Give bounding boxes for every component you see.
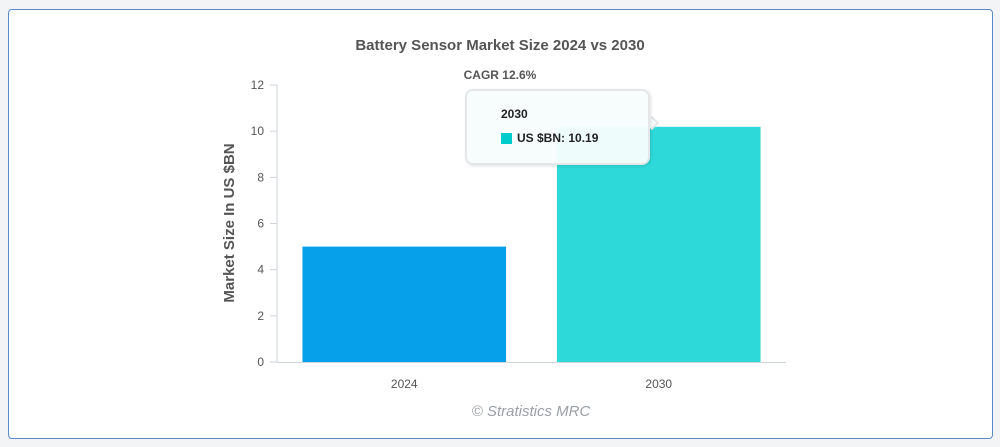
tooltip-swatch xyxy=(501,132,512,144)
bar-layer xyxy=(302,126,761,363)
x-tick-label: 2024 xyxy=(391,377,418,391)
y-tick-label: 6 xyxy=(257,217,264,231)
y-axis-title: Market Size In US $BN xyxy=(221,143,238,302)
tooltip-value: US $BN: 10.19 xyxy=(517,131,599,145)
y-tick-label: 12 xyxy=(251,78,265,92)
y-tick-label: 10 xyxy=(251,124,265,138)
y-tick-label: 4 xyxy=(257,263,264,277)
y-tick-label: 2 xyxy=(257,309,264,323)
chart-credit: © Stratistics MRC xyxy=(472,403,591,420)
chart-frame xyxy=(8,9,993,439)
axis-layer: 0 2 4 6 8 10 12 2024 2030 xyxy=(251,78,786,391)
tooltip-row: US $BN: 10.19 xyxy=(501,131,598,145)
y-tick-label: 8 xyxy=(257,170,264,184)
chart-subtitle: CAGR 12.6% xyxy=(464,68,537,82)
y-tick-label: 0 xyxy=(257,355,264,369)
bar-2030[interactable] xyxy=(556,126,761,363)
bar-2024[interactable] xyxy=(302,246,507,362)
x-tick-label: 2030 xyxy=(645,377,672,391)
tooltip-header: 2030 xyxy=(501,107,528,121)
chart-title: Battery Sensor Market Size 2024 vs 2030 xyxy=(355,37,644,54)
tooltip: 2030 US $BN: 10.19 xyxy=(465,89,650,165)
